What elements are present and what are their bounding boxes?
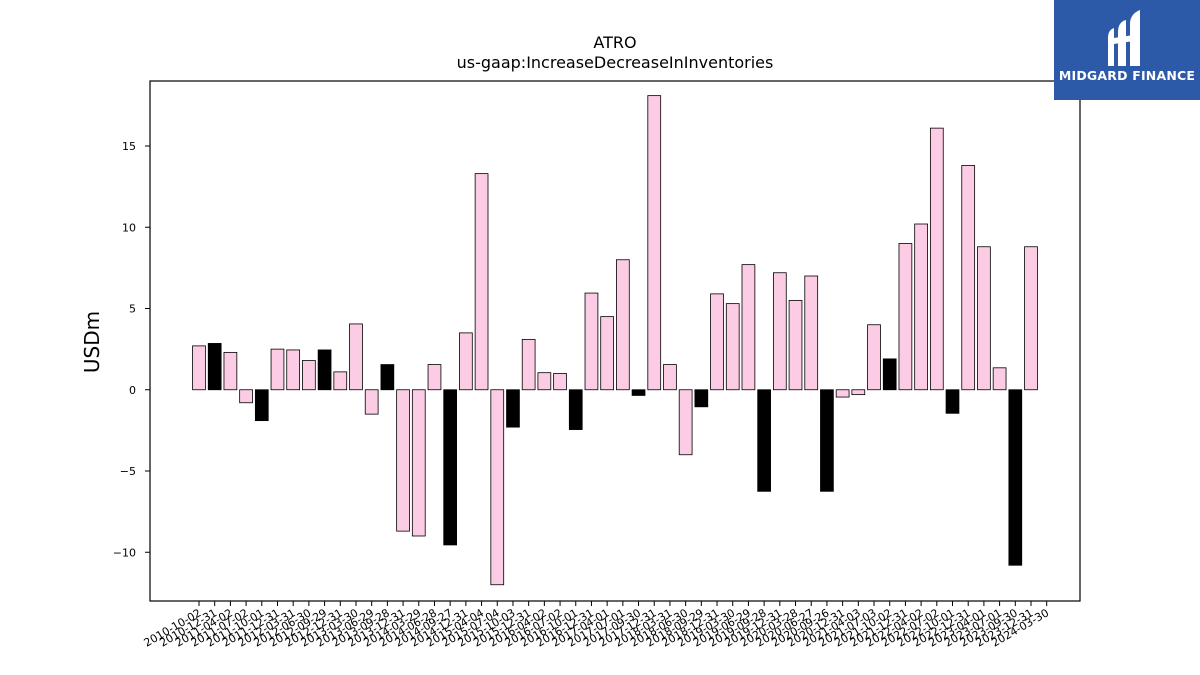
bar	[474, 173, 489, 391]
bar	[1008, 389, 1023, 566]
bar	[992, 367, 1007, 391]
bar	[302, 360, 316, 391]
bar	[929, 127, 944, 391]
bar	[710, 293, 724, 391]
chart-subtitle: us-gaap:IncreaseDecreaseInInventories	[457, 53, 774, 72]
y-axis-label: USDm	[80, 311, 104, 373]
midgard-finance-logo: MIDGARD FINANCE	[1054, 0, 1200, 100]
bar	[317, 349, 332, 391]
bar	[537, 372, 552, 391]
bar	[223, 351, 238, 391]
bar	[490, 389, 505, 586]
logo-text: MIDGARD FINANCE	[1058, 68, 1196, 83]
bars-layer	[192, 95, 1038, 586]
bar	[459, 332, 473, 391]
bar	[961, 165, 976, 391]
bar	[631, 389, 646, 396]
bar	[867, 324, 881, 391]
bar	[239, 389, 253, 404]
y-tick-label: 15	[122, 140, 136, 153]
bar	[1024, 246, 1038, 391]
bar	[506, 389, 520, 428]
bar	[663, 364, 677, 391]
y-tick-label: 10	[122, 221, 136, 234]
bar	[977, 246, 991, 391]
bar	[600, 316, 614, 391]
y-tick-label: −10	[113, 546, 136, 559]
bar	[411, 389, 426, 537]
y-tick-label: 0	[129, 384, 136, 397]
midgard-logo-icon	[1108, 10, 1140, 66]
bar	[286, 349, 301, 391]
bar	[427, 364, 442, 391]
bar	[647, 95, 662, 391]
bar	[914, 223, 928, 391]
bar	[882, 358, 897, 391]
bar	[725, 303, 740, 391]
bar	[772, 272, 787, 391]
bar	[443, 389, 458, 546]
bar	[741, 264, 756, 391]
bar	[553, 373, 567, 391]
bar	[207, 343, 222, 391]
bar	[364, 389, 379, 415]
bar	[380, 364, 395, 391]
plot-frame	[149, 80, 1081, 602]
bar	[349, 323, 363, 391]
bar	[945, 389, 960, 414]
bar	[820, 389, 834, 492]
bar	[584, 292, 599, 391]
bar	[835, 389, 850, 398]
bar	[333, 371, 348, 391]
bar	[851, 389, 866, 396]
y-tick-label: −5	[120, 465, 136, 478]
y-tick-label: 5	[129, 303, 136, 316]
bar	[568, 389, 583, 430]
bar	[396, 389, 410, 532]
bar	[694, 389, 709, 408]
bar	[616, 259, 630, 391]
bar	[521, 338, 536, 391]
bar	[788, 299, 803, 391]
bar	[270, 348, 285, 391]
bar	[678, 389, 693, 456]
bar	[192, 345, 206, 391]
x-axis: 2010-10-022010-12-312011-04-022011-07-02…	[142, 601, 1051, 650]
bar	[757, 389, 771, 492]
bar	[254, 389, 269, 422]
bar	[804, 275, 819, 391]
chart-title: ATRO	[593, 33, 636, 52]
y-axis: −10 −5 0 5 10 15	[113, 140, 150, 559]
bar	[898, 243, 913, 391]
